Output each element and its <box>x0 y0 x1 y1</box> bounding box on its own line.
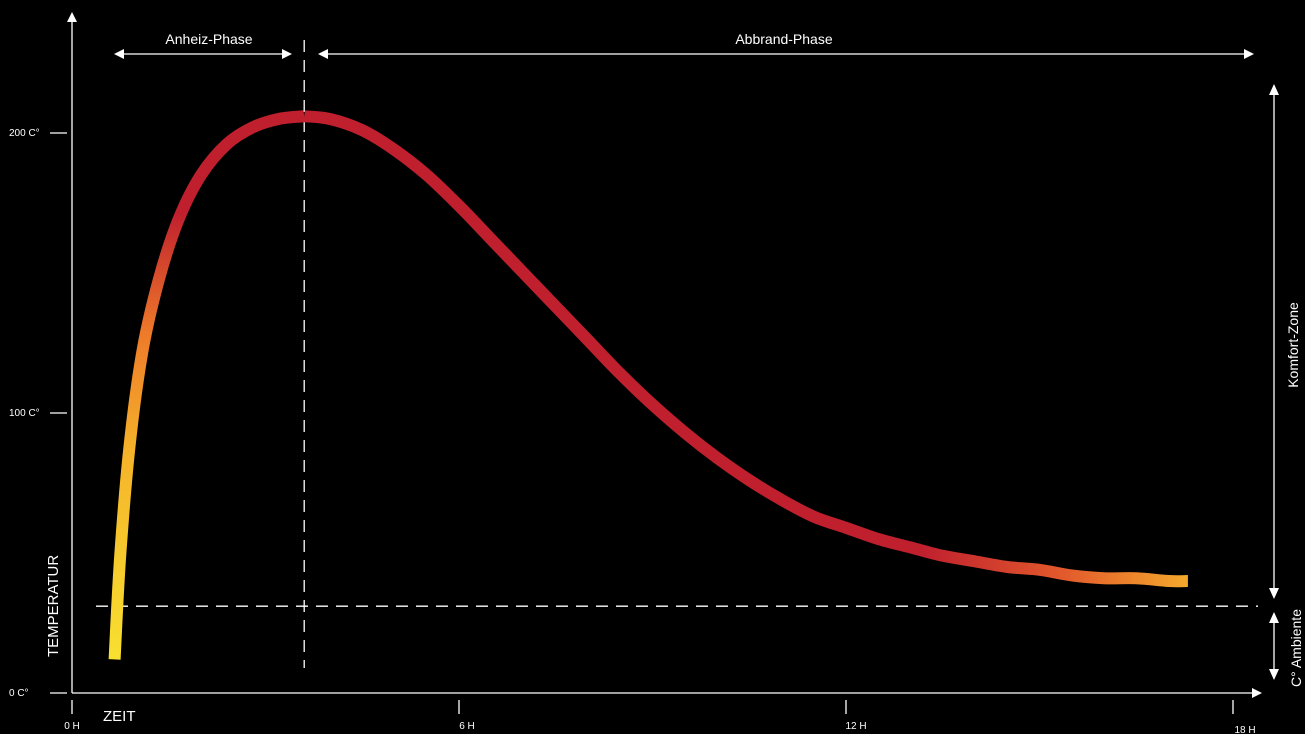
y-tick-label-0: 0 C° <box>9 688 29 699</box>
x-ticks: 0 H 6 H 12 H 18 H <box>64 700 1256 734</box>
burn-phase-label: Abbrand-Phase <box>735 31 833 47</box>
y-axis-title: TEMPERATUR <box>45 555 62 657</box>
x-tick-label-2: 12 H <box>845 721 866 732</box>
comfort-zone-label: Komfort-Zone <box>1285 302 1301 388</box>
arrow-down-icon <box>1269 588 1279 599</box>
series-line-rise <box>108 110 305 660</box>
x-tick-label-1: 6 H <box>459 721 475 732</box>
arrow-right-icon <box>1244 49 1254 59</box>
arrow-up-icon <box>1269 84 1279 95</box>
burn-phase-indicator: Abbrand-Phase <box>318 31 1254 59</box>
arrow-down-icon <box>1269 669 1279 680</box>
y-ticks: 0 C° 100 C° 200 C° <box>9 128 67 699</box>
series-line-fall <box>303 110 1188 588</box>
arrow-right-icon <box>282 49 292 59</box>
y-tick-label-2: 200 C° <box>9 128 40 139</box>
temperature-series <box>108 110 1188 660</box>
arrow-left-icon <box>114 49 124 59</box>
axes <box>67 12 1262 698</box>
x-axis-title: ZEIT <box>103 708 136 725</box>
y-tick-label-1: 100 C° <box>9 408 40 419</box>
x-axis-arrow-icon <box>1252 688 1262 698</box>
x-tick-label-0: 0 H <box>64 721 80 732</box>
arrow-up-icon <box>1269 612 1279 623</box>
comfort-zone-indicator: Komfort-Zone <box>1269 84 1301 599</box>
ambient-zone-indicator: C° Ambiente <box>1269 609 1304 687</box>
arrow-left-icon <box>318 49 328 59</box>
heating-phase-indicator: Anheiz-Phase <box>114 31 292 59</box>
y-axis-arrow-icon <box>67 12 77 22</box>
x-tick-label-3: 18 H <box>1234 725 1255 734</box>
ambient-zone-label: C° Ambiente <box>1288 609 1304 687</box>
heating-phase-label: Anheiz-Phase <box>165 31 252 47</box>
